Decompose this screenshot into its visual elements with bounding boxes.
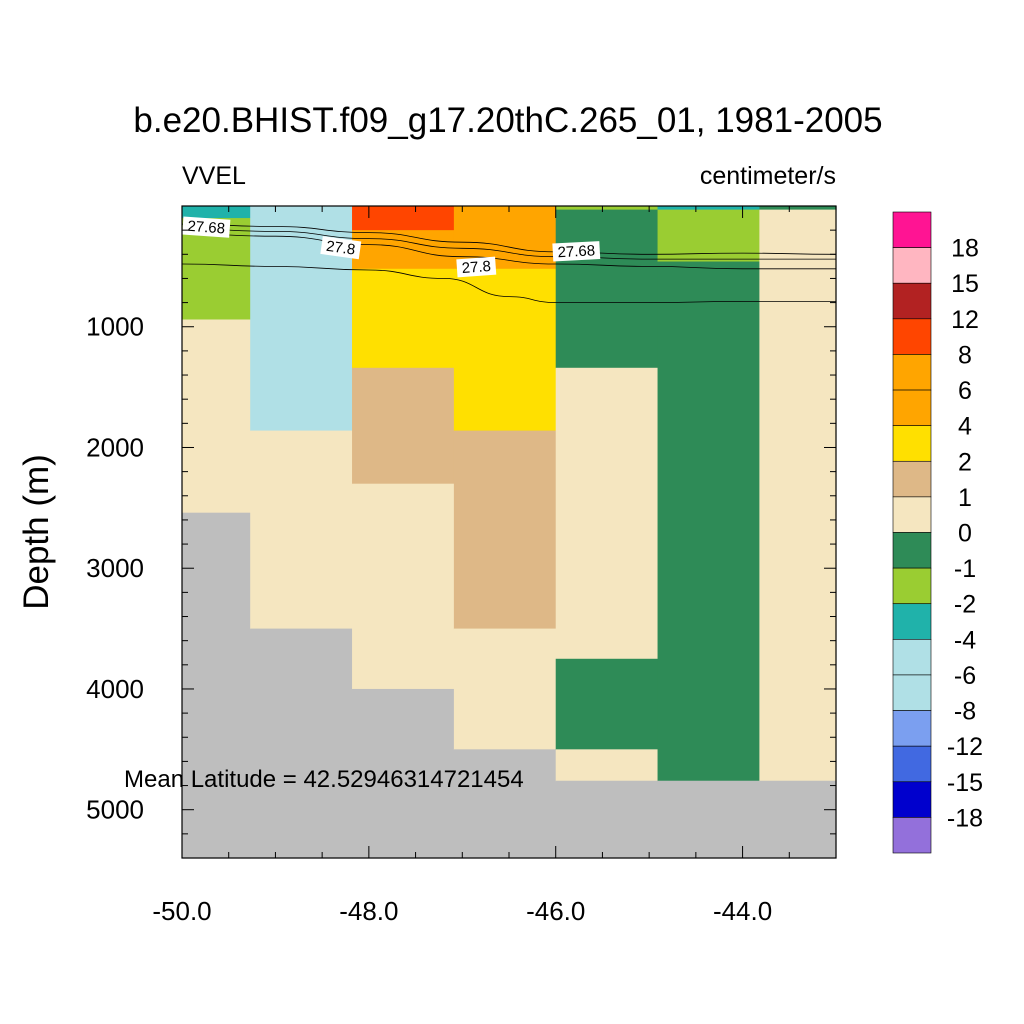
heatmap-cell [352,688,455,859]
units-label: centimeter/s [700,162,836,190]
heatmap-cell [555,206,659,211]
heatmap-cell [250,430,353,630]
heatmap-cell [453,430,557,630]
heatmap-cell [453,749,557,859]
heatmap-cell [182,512,251,859]
colorbar-swatch [892,389,932,426]
heatmap-cell [250,628,353,859]
heatmap-cell [759,780,837,859]
heatmap-cell [555,209,659,369]
heatmap-cell [657,206,760,211]
colorbar-swatch [892,425,932,462]
colorbar-label: -12 [947,733,983,761]
y-tick-label: 1000 [86,312,144,342]
contour-label-bg [456,256,497,278]
heatmap-cell [182,319,251,514]
colorbar-swatch [892,282,932,320]
y-axis-label: Depth (m) [17,454,56,610]
contour-label: 27.68 [552,241,601,262]
axis-ticks: -50.0 -48.0 -46.0 -44.0 1000 2000 3000 4000 5000 [86,206,837,926]
colorbar-swatch [892,674,932,711]
heatmap-cell [352,230,455,270]
colorbar-label: 8 [958,341,972,369]
colorbar-swatch [892,567,932,605]
heatmap-cell [352,483,455,690]
contour-label-text: 27.8 [325,238,356,259]
contour-label-bg [552,241,601,262]
heatmap-cell [182,206,251,219]
colorbar-label: 12 [951,306,979,334]
colorbar: 18 15 12 8 6 4 2 1 0 -1 -2 -4 -6 -8 -12 -15 -18 [892,211,983,854]
colorbar-swatch [892,247,932,284]
x-tick-label: -50.0 [152,896,211,926]
heatmap-cell [759,206,837,211]
colorbar-label: 6 [958,377,972,405]
x-tick-label: -44.0 [713,896,772,926]
contour-label: 27.8 [320,236,362,260]
contour-labels: 27.68 27.8 27.68 27.8 [182,216,601,278]
mean-latitude-annotation: Mean Latitude = 42.52946314721454 [124,766,524,793]
colorbar-swatch [892,354,932,391]
heatmap-cell [657,261,760,782]
colorbar-label: 15 [951,270,979,298]
colorbar-swatch [892,745,932,783]
contour-label: 27.68 [182,216,231,238]
colorbar-label: 0 [958,520,972,548]
colorbar-swatch [892,318,932,355]
colorbar-label: -15 [947,769,983,797]
y-tick-label: 4000 [86,674,144,704]
variable-label: VVEL [182,162,246,190]
colorbar-swatch [892,817,932,854]
colorbar-swatch [892,639,932,676]
colorbar-swatch [892,781,932,818]
colorbar-swatch [892,460,932,498]
colorbar-swatch [892,211,932,248]
y-tick-label: 5000 [86,795,144,825]
heatmap-cell [555,749,659,782]
contour-line-27.68 [181,223,837,255]
colorbar-label: -4 [954,626,976,654]
heatmap-cell [657,780,760,859]
colorbar-label: 2 [958,448,972,476]
y-tick-label: 3000 [86,553,144,583]
colorbar-label: -1 [954,555,976,583]
contour-label-bg [182,216,231,238]
heatmap-cell [453,268,557,432]
contour-label: 27.8 [456,256,497,278]
heatmap-cell [453,628,557,750]
heatmap-cell [352,268,455,369]
contour-line-27.8 [181,233,836,270]
heatmap-cell [555,658,659,750]
colorbar-label: 18 [951,235,979,263]
x-tick-label: -46.0 [526,896,585,926]
heatmap-cell [352,367,455,485]
contour-label-text: 27.68 [557,242,595,261]
colorbar-label: -6 [954,662,976,690]
colorbar-swatch [892,532,932,569]
contour-line-27.8 [181,263,836,304]
heatmap-cell [352,206,455,231]
heatmap-cell [759,209,837,782]
x-tick-label: -48.0 [339,896,398,926]
colorbar-label: -18 [947,804,983,832]
colorbar-label: 1 [958,484,972,512]
y-tick-label: 2000 [86,432,144,462]
contour-label-text: 27.68 [187,218,226,238]
density-contours [181,223,837,304]
heatmap-cells [182,206,837,859]
colorbar-label: -8 [954,698,976,726]
colorbar-label: 4 [958,413,972,441]
contour-line-27.68 [181,228,836,260]
colorbar-swatch [892,603,932,640]
colorbar-swatch [892,496,932,533]
chart-title: b.e20.BHIST.f09_g17.20thC.265_01, 1981-2… [133,101,882,140]
heatmap-cell [555,780,659,859]
contour-label-bg [320,236,362,260]
colorbar-label: -2 [954,591,976,619]
colorbar-swatch [892,710,932,747]
contour-label-text: 27.8 [461,258,491,277]
heatmap-cell [555,367,659,660]
